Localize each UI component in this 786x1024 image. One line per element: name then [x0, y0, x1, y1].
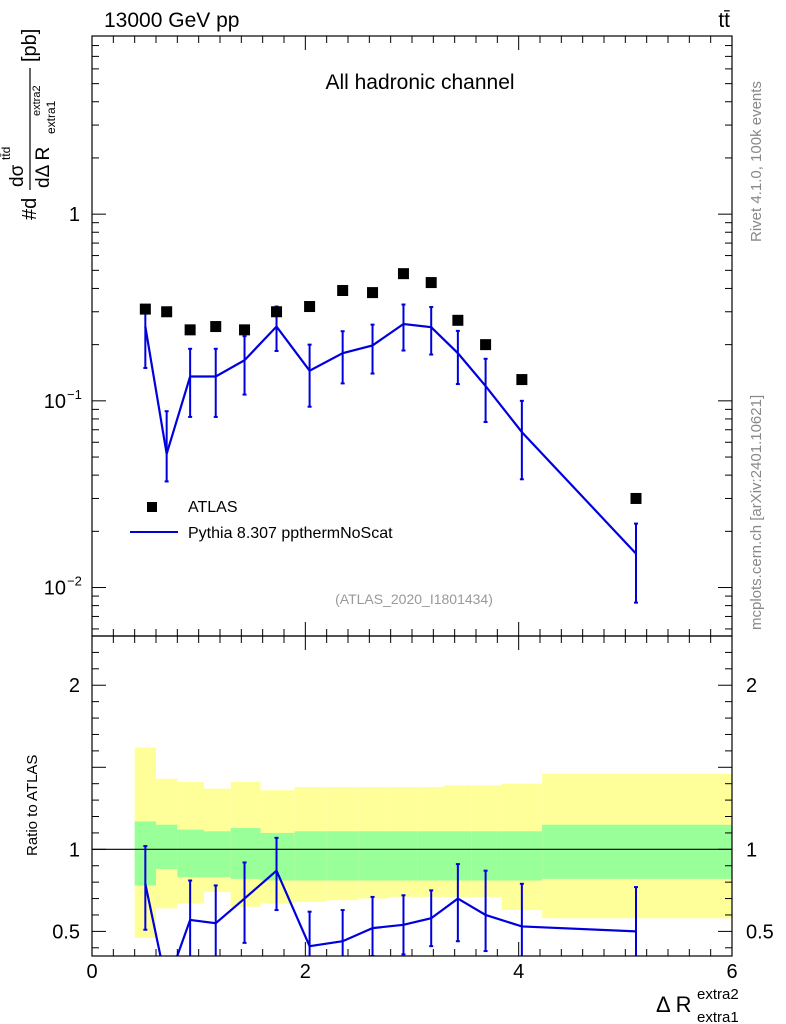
- y-tick-label: 1: [69, 204, 80, 226]
- ylabel-prefix: #d: [19, 198, 41, 220]
- uncertainty-band-inner: [177, 829, 204, 878]
- main-y-axis-label: #d dσ tt̄d dΔ R extra1 extra2 [pb]: [0, 29, 58, 220]
- rivet-version-label: Rivet 4.1.0, 100k events: [748, 81, 765, 242]
- uncertainty-band-inner: [326, 831, 359, 881]
- uncertainty-band-inner: [156, 824, 178, 870]
- process-label: tt̄: [718, 9, 730, 32]
- data-point: [239, 324, 251, 336]
- x-tick-label: 0: [86, 961, 97, 983]
- legend: ATLAS Pythia 8.307 ppthermNoScat: [130, 499, 393, 542]
- y-tick-exponent: −2: [67, 574, 82, 589]
- data-point: [516, 374, 528, 386]
- mcplots-label: mcplots.cern.ch [arXiv:2401.10621]: [748, 395, 765, 630]
- ratio-axes: 0 2 4 6 0.5 0.5 1 1 2 2: [52, 636, 774, 983]
- uncertainty-band-inner: [542, 824, 732, 879]
- legend-data-label: ATLAS: [188, 499, 238, 516]
- y-tick-label: 0.5: [52, 921, 80, 943]
- uncertainty-band-inner: [417, 831, 444, 881]
- analysis-tag: (ATLAS_2020_I1801434): [335, 591, 493, 607]
- main-title: All hadronic channel: [325, 71, 514, 94]
- xlabel-sup: extra2: [697, 986, 739, 1003]
- data-point: [210, 321, 222, 333]
- x-tick-label: 2: [300, 961, 311, 983]
- y-tick-label-right: 2: [746, 675, 757, 697]
- uncertainty-band-inner: [204, 831, 231, 878]
- data-point: [271, 306, 283, 318]
- ratio-data-layer: [92, 747, 732, 956]
- x-axis-label: Δ R extra1 extra2: [656, 986, 739, 1024]
- uncertainty-band-inner: [358, 831, 389, 881]
- ylabel-numerator-sup: tt̄d: [0, 147, 13, 160]
- y-tick-label-right: 1: [746, 839, 757, 861]
- data-point: [337, 284, 349, 296]
- y-tick-label: 10: [44, 578, 66, 600]
- legend-mc-label: Pythia 8.307 ppthermNoScat: [188, 525, 393, 542]
- y-tick-exponent: −1: [67, 387, 82, 402]
- x-tick-label: 6: [726, 961, 737, 983]
- ratio-panel: 0 2 4 6 0.5 0.5 1 1 2 2 Ratio to ATLAS Δ R extra1…: [24, 635, 774, 1024]
- uncertainty-band-inner: [294, 831, 327, 881]
- y-tick-label: 2: [69, 675, 80, 697]
- y-tick-label-right: 0.5: [746, 921, 774, 943]
- ylabel-denominator: dΔ R: [33, 147, 54, 188]
- main-axes: 10 −210 −11: [44, 35, 733, 636]
- data-point: [630, 492, 642, 504]
- data-point: [480, 339, 492, 351]
- data-point: [139, 303, 151, 315]
- main-data-layer: [139, 268, 642, 604]
- data-point: [161, 306, 173, 318]
- main-panel: 10 −210 −11 All hadronic channel (ATLAS_20…: [0, 29, 733, 637]
- data-point: [425, 277, 437, 289]
- y-tick-label: 10: [44, 391, 66, 413]
- uncertainty-band-inner: [230, 828, 261, 879]
- uncertainty-band-inner: [471, 831, 502, 881]
- ylabel-denominator-sub: extra1: [44, 100, 58, 134]
- xlabel-main: Δ R: [656, 992, 691, 1017]
- ylabel-numerator: dσ: [7, 164, 28, 187]
- data-point: [367, 287, 379, 299]
- y-tick-label: 1: [69, 839, 80, 861]
- mc-line: [144, 322, 637, 555]
- energy-label: 13000 GeV pp: [104, 9, 239, 32]
- uncertainty-band-inner: [388, 831, 418, 881]
- data-point: [184, 324, 196, 336]
- xlabel-sub: extra1: [697, 1009, 739, 1024]
- data-point: [397, 268, 409, 280]
- data-point: [304, 301, 316, 313]
- data-point: [452, 314, 464, 326]
- ratio-y-axis-label: Ratio to ATLAS: [24, 755, 41, 856]
- ylabel-unit: [pb]: [19, 29, 41, 62]
- ylabel-denominator-sup: extra2: [31, 85, 43, 116]
- x-tick-label: 4: [513, 961, 524, 983]
- legend-data-marker: [147, 502, 157, 512]
- uncertainty-band-inner: [501, 831, 543, 881]
